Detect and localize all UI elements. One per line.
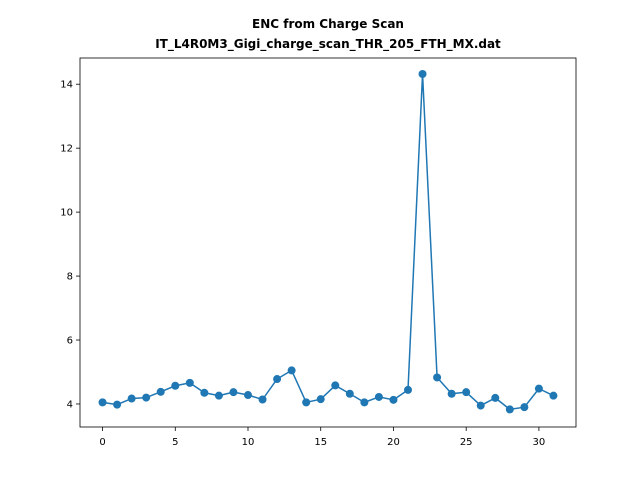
data-point <box>476 401 485 410</box>
x-tick-label: 20 <box>387 437 400 448</box>
data-point <box>534 384 543 393</box>
data-point <box>345 389 354 398</box>
data-point <box>258 395 267 404</box>
data-point <box>302 398 311 407</box>
data-point <box>505 405 514 414</box>
data-point <box>360 398 369 407</box>
data-point <box>200 388 209 397</box>
data-point <box>127 394 136 403</box>
x-tick-label: 10 <box>242 437 255 448</box>
x-tick-label: 25 <box>460 437 473 448</box>
data-point <box>113 400 122 409</box>
x-tick-label: 0 <box>99 437 105 448</box>
data-point <box>418 69 427 78</box>
data-point <box>433 373 442 382</box>
data-point <box>491 393 500 402</box>
x-tick-label: 5 <box>172 437 178 448</box>
axes-frame <box>79 57 577 428</box>
data-point <box>98 398 107 407</box>
data-point <box>389 395 398 404</box>
y-tick-label: 6 <box>67 336 73 347</box>
chart-title: ENC from Charge Scan <box>252 17 404 31</box>
x-tick-label: 30 <box>533 437 546 448</box>
data-point <box>374 392 383 401</box>
data-point <box>316 395 325 404</box>
y-tick-label: 4 <box>67 399 73 410</box>
data-point <box>447 389 456 398</box>
plot-area: 0 5 10 15 20 25 30 4 6 8 10 12 14 <box>60 57 577 448</box>
data-point <box>185 378 194 387</box>
y-tick-label: 14 <box>60 80 73 91</box>
data-point <box>462 388 471 397</box>
data-point <box>229 388 238 397</box>
data-point <box>404 385 412 394</box>
data-point <box>171 381 180 390</box>
y-tick-label: 12 <box>60 144 73 155</box>
data-point <box>287 366 296 375</box>
data-point <box>520 403 529 412</box>
data-point <box>244 391 252 400</box>
chart-subtitle: IT_L4R0M3_Gigi_charge_scan_THR_205_FTH_M… <box>155 37 501 52</box>
data-point <box>273 375 282 384</box>
data-point <box>142 393 151 402</box>
y-tick-label: 10 <box>60 208 73 219</box>
data-point <box>214 391 223 400</box>
data-point <box>331 381 340 390</box>
y-tick-label: 8 <box>67 272 73 283</box>
data-point <box>549 391 558 400</box>
data-point <box>156 387 165 396</box>
x-tick-label: 15 <box>314 437 327 448</box>
